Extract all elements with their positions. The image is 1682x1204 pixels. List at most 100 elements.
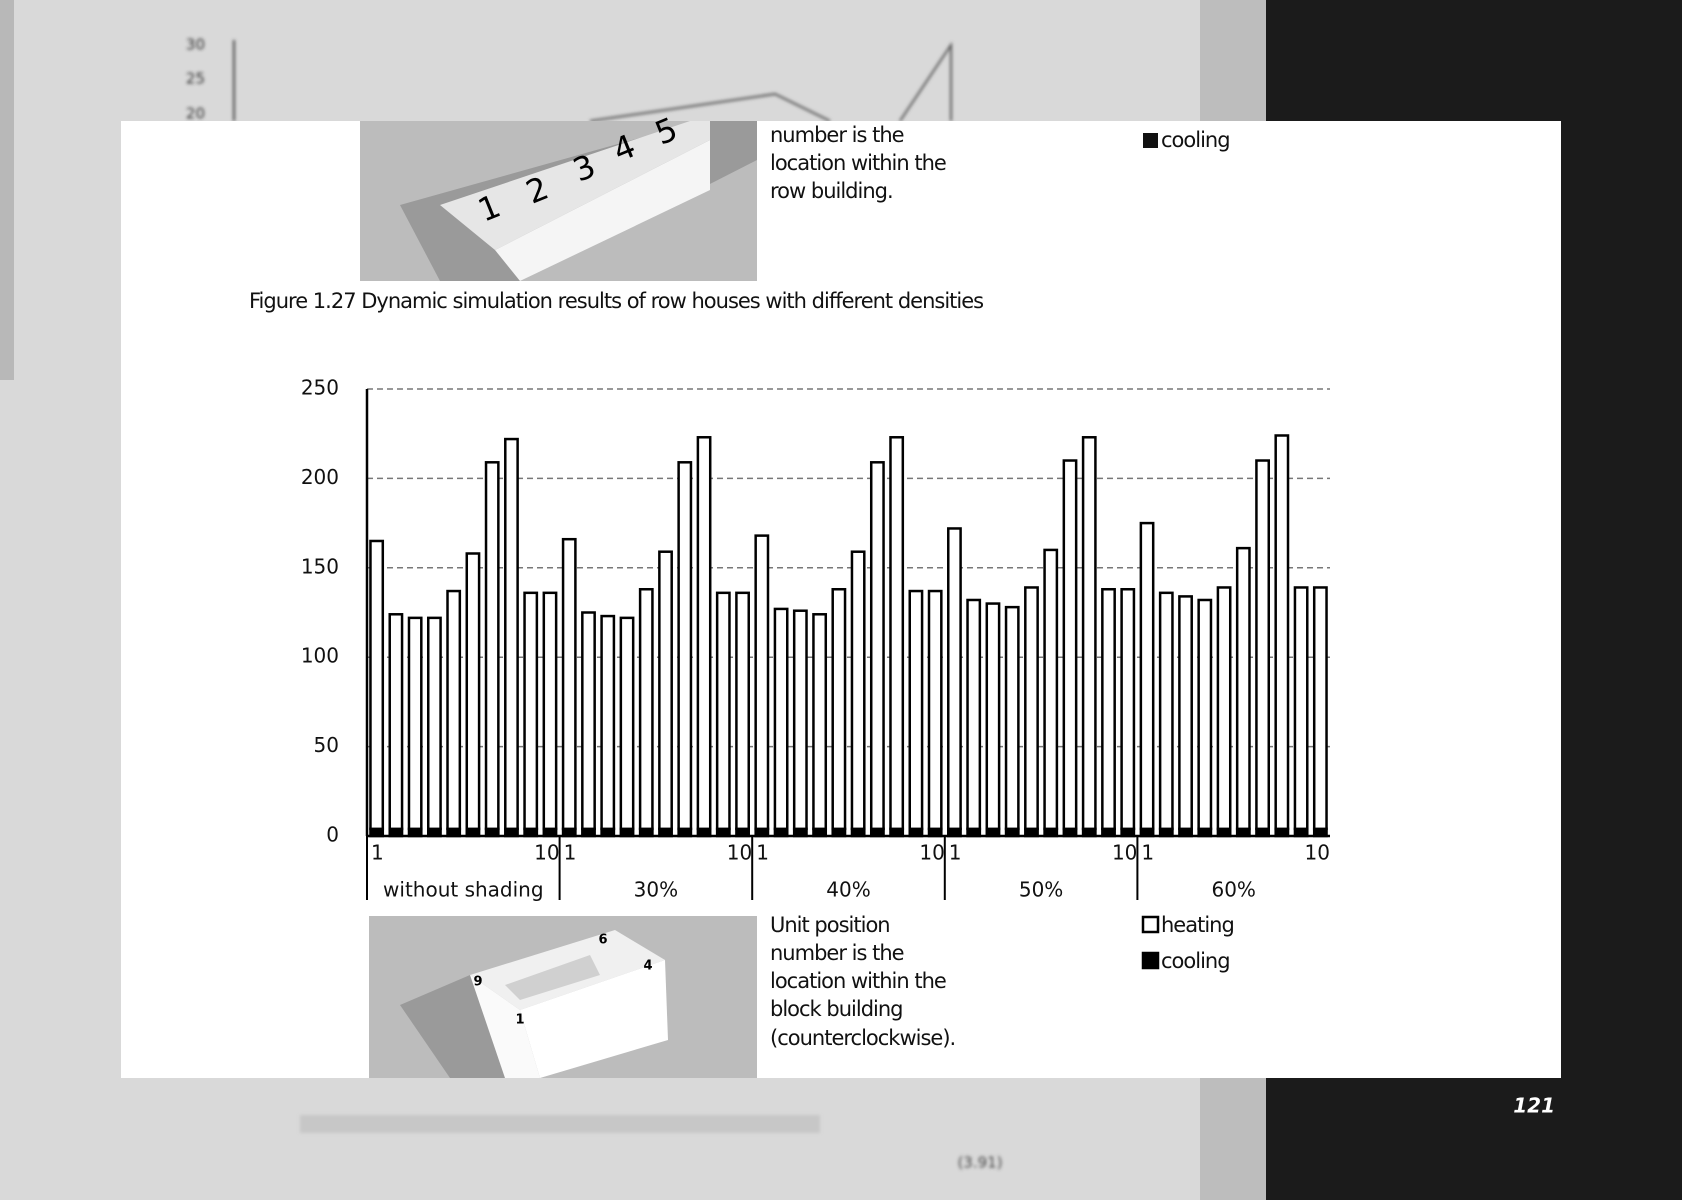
note-line: (counterclockwise). [770,1026,955,1050]
bar [1293,586,1309,831]
note-line: block building [770,997,903,1021]
bar [619,616,635,831]
bar [1312,586,1328,831]
bar [504,437,519,831]
bar [947,527,962,831]
x-tick-label: 1 [756,841,769,865]
x-tick-label: 1 [949,841,962,865]
x-tick-label: 1 [564,841,577,865]
note-line: row building. [770,179,893,203]
bar [985,602,1001,831]
group-label: 60% [1211,878,1255,902]
bar [1101,588,1116,831]
legend-label: heating [1161,913,1234,937]
group-label: without shading [383,878,544,902]
unit-label: 6 [598,933,607,948]
unit-label: 1 [515,1013,524,1028]
note-line: number is the [770,123,904,147]
bar [581,611,596,831]
bar [638,588,654,831]
bar [484,461,500,831]
bar [1178,595,1193,831]
bar [561,537,577,831]
legend-label: cooling [1161,949,1230,973]
bar [1274,434,1290,831]
bar [1158,591,1174,831]
x-tick-label: 10 [1305,841,1330,865]
bar [1043,548,1059,831]
bar [1139,521,1155,831]
bar [735,591,750,831]
page-number: 121 [1513,1094,1555,1118]
unit-label: 9 [473,975,482,990]
background-tick: 20 [186,105,205,123]
bar [696,436,712,831]
note-line: location within the [770,969,946,993]
bar [1024,586,1039,831]
x-tick-label: 10 [1112,841,1137,865]
x-tick-label: 1 [1141,841,1154,865]
bar [1120,588,1136,831]
bar [465,552,481,831]
legend-label: cooling [1161,128,1230,152]
bar [831,588,847,831]
bar [369,539,385,831]
bar [1062,459,1078,831]
bar [1216,586,1232,831]
y-tick-label: 50 [314,733,339,757]
bar [908,589,924,831]
lower-image: 9 1 6 4 [369,916,757,1078]
y-tick-label: 250 [301,376,339,400]
background-tick: 25 [186,70,205,88]
group-label: 40% [826,878,870,902]
equation-number: (3.91) [957,1154,1002,1172]
note-line: Unit position [770,913,890,937]
bar [1255,459,1271,831]
group-label: 30% [634,878,678,902]
unit-label: 4 [643,959,652,974]
bar [792,609,808,831]
y-tick-label: 200 [301,465,339,489]
book-edge [0,0,14,380]
bar [1235,546,1251,831]
x-tick-label: 10 [534,841,559,865]
legend-swatch [1141,915,1160,934]
background-plot: 30 25 20 (3.91) [186,36,1003,1172]
bar [388,613,404,831]
bar [715,591,731,831]
legend-swatch [1143,133,1158,148]
bar [446,589,462,831]
upper-image: 1 2 3 4 5 [360,110,757,281]
bar [426,616,442,831]
note-line: number is the [770,941,904,965]
x-tick-label: 1 [371,841,384,865]
bar [812,613,828,831]
bar [889,436,905,831]
bar [658,550,673,831]
bar [677,461,693,831]
background-tick: 30 [186,36,205,54]
bar [850,550,866,831]
bar [542,591,558,831]
note-line: location within the [770,151,946,175]
y-tick-label: 150 [301,554,339,578]
bar [1081,436,1097,831]
figure-caption: Figure 1.27 Dynamic simulation results o… [249,289,983,313]
bar [523,591,539,831]
bar [869,461,885,831]
y-tick-label: 0 [326,823,339,847]
bar [927,589,943,831]
x-tick-label: 10 [727,841,752,865]
bar [773,607,789,831]
legend-swatch [1141,951,1160,970]
x-tick-label: 10 [919,841,944,865]
bar [1004,605,1020,831]
bar [754,534,770,831]
bar [407,616,423,831]
bar [966,598,982,831]
bar [1197,598,1213,831]
group-label: 50% [1019,878,1063,902]
